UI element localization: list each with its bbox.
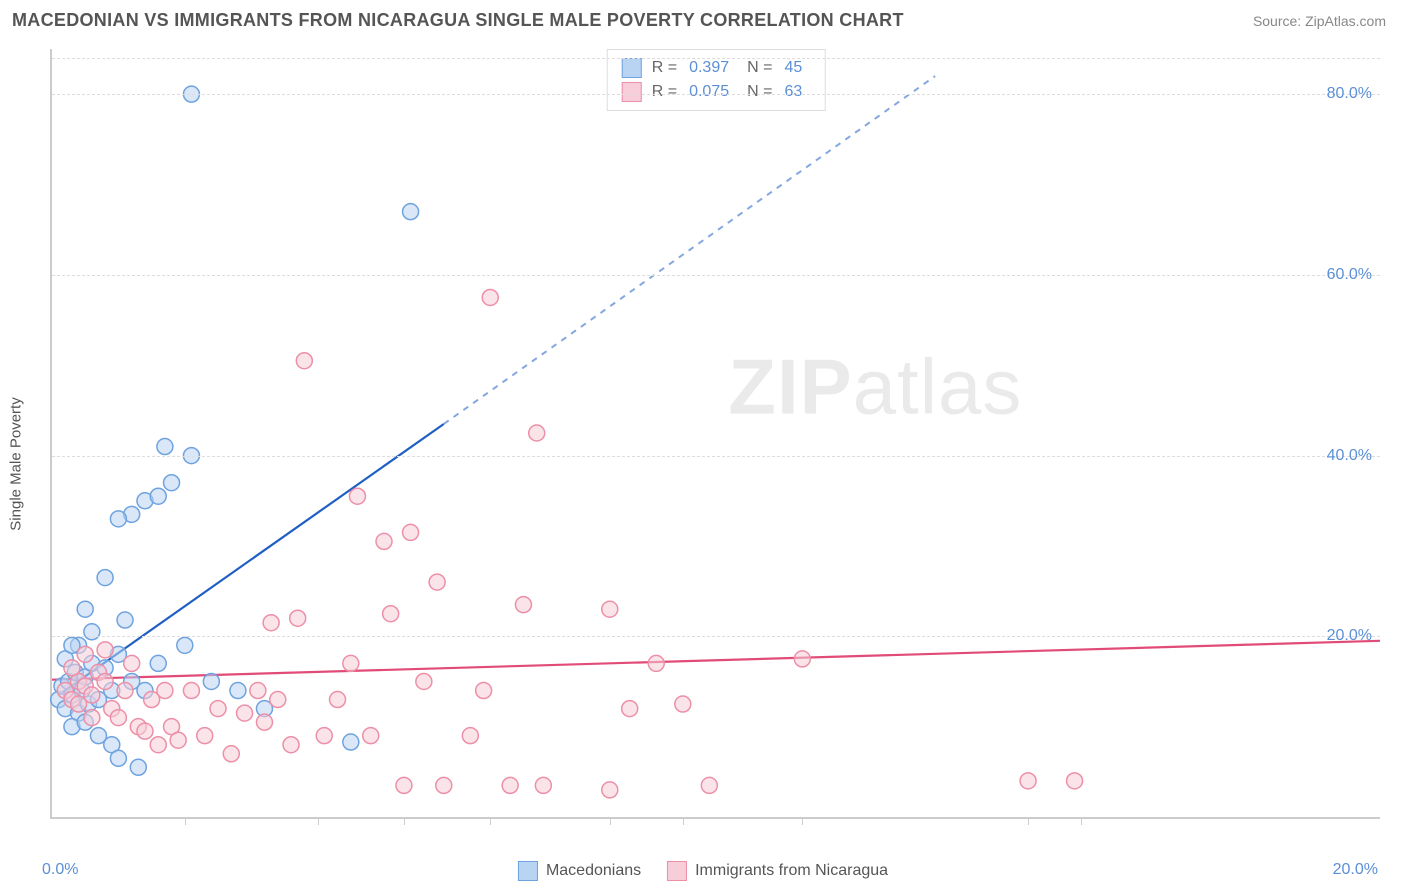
legend-n-label-1: N = bbox=[747, 83, 772, 101]
plot-area: ZIPatlas R = 0.397 N = 45 R = 0.075 N = … bbox=[50, 49, 1380, 819]
x-tick bbox=[610, 817, 611, 825]
legend-series-label-1: Immigrants from Nicaragua bbox=[695, 862, 888, 880]
legend-series-item-0: Macedonians bbox=[518, 861, 641, 881]
gridline bbox=[52, 456, 1380, 457]
legend-series-item-1: Immigrants from Nicaragua bbox=[667, 861, 888, 881]
x-tick bbox=[802, 817, 803, 825]
legend-n-value-0: 45 bbox=[784, 59, 802, 77]
legend-swatch-1 bbox=[622, 82, 642, 102]
y-tick-label: 60.0% bbox=[1327, 266, 1372, 284]
x-tick bbox=[318, 817, 319, 825]
x-tick bbox=[490, 817, 491, 825]
legend-r-label-1: R = bbox=[652, 83, 677, 101]
gridline bbox=[52, 275, 1380, 276]
gridline bbox=[52, 636, 1380, 637]
chart-container: Single Male Poverty ZIPatlas R = 0.397 N… bbox=[0, 39, 1406, 889]
y-tick-label: 40.0% bbox=[1327, 447, 1372, 465]
legend-r-value-1: 0.075 bbox=[689, 83, 729, 101]
x-tick bbox=[683, 817, 684, 825]
chart-svg bbox=[52, 49, 1380, 817]
legend-series-swatch-1 bbox=[667, 861, 687, 881]
x-tick bbox=[404, 817, 405, 825]
chart-source: Source: ZipAtlas.com bbox=[1253, 13, 1386, 29]
y-tick-label: 80.0% bbox=[1327, 85, 1372, 103]
legend-r-value-0: 0.397 bbox=[689, 59, 729, 77]
legend-n-value-1: 63 bbox=[784, 83, 802, 101]
legend-series-swatch-0 bbox=[518, 861, 538, 881]
chart-title: MACEDONIAN VS IMMIGRANTS FROM NICARAGUA … bbox=[12, 10, 904, 31]
x-min-label: 0.0% bbox=[42, 861, 78, 879]
chart-header: MACEDONIAN VS IMMIGRANTS FROM NICARAGUA … bbox=[0, 0, 1406, 39]
y-tick-label: 20.0% bbox=[1327, 627, 1372, 645]
x-max-label: 20.0% bbox=[1333, 861, 1378, 879]
legend-swatch-0 bbox=[622, 58, 642, 78]
gridline bbox=[52, 94, 1380, 95]
x-tick bbox=[185, 817, 186, 825]
legend-r-label-0: R = bbox=[652, 59, 677, 77]
y-axis-title: Single Male Poverty bbox=[8, 397, 25, 530]
legend-stats-row-1: R = 0.075 N = 63 bbox=[622, 80, 811, 104]
legend-series-label-0: Macedonians bbox=[546, 862, 641, 880]
legend-stats-row-0: R = 0.397 N = 45 bbox=[622, 56, 811, 80]
x-tick bbox=[1028, 817, 1029, 825]
gridline bbox=[52, 58, 1380, 59]
legend-n-label-0: N = bbox=[747, 59, 772, 77]
x-tick bbox=[1081, 817, 1082, 825]
legend-series: Macedonians Immigrants from Nicaragua bbox=[518, 861, 888, 881]
